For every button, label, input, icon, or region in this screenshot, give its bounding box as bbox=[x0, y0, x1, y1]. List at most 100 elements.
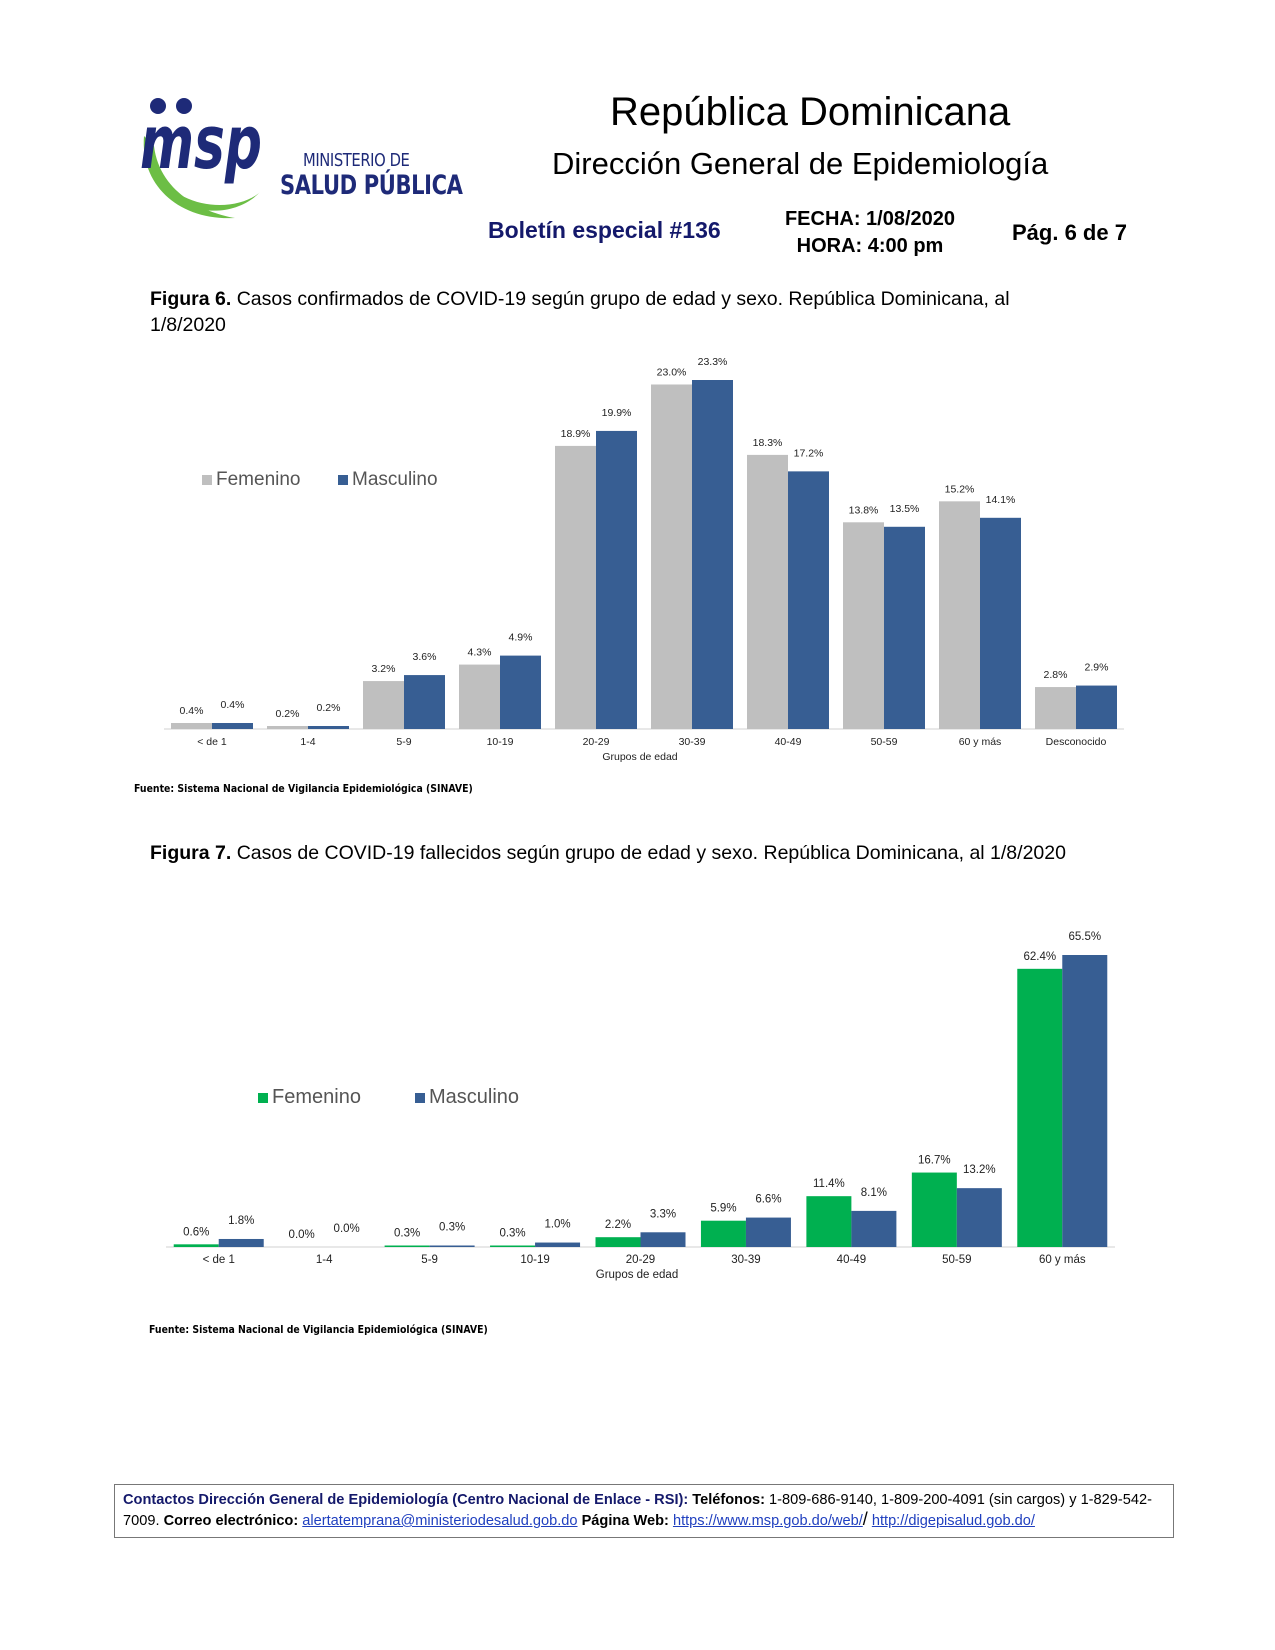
data-label: 2.9% bbox=[1085, 662, 1109, 674]
web-label: Página Web: bbox=[581, 1513, 669, 1529]
contacts-label: Contactos Dirección General de Epidemiol… bbox=[123, 1492, 689, 1508]
web-link-msp[interactable]: https://www.msp.gob.do/web/ bbox=[672, 1513, 863, 1529]
logo-text: msp bbox=[140, 100, 262, 186]
tick-label: < de 1 bbox=[197, 736, 227, 748]
x-axis-title: Grupos de edad bbox=[602, 751, 677, 763]
data-label: 0.0% bbox=[334, 1223, 360, 1235]
bar-masculino-5 bbox=[692, 380, 733, 729]
legend-label-masculino: Masculino bbox=[352, 469, 438, 490]
tick-label: 5-9 bbox=[396, 736, 411, 748]
data-label: 19.9% bbox=[602, 407, 632, 419]
web-link-digepisalud[interactable]: http://digepisalud.gob.do/ bbox=[871, 1513, 1035, 1529]
bar-femenino-0 bbox=[173, 1244, 219, 1247]
email-link[interactable]: alertatemprana@ministeriodesalud.gob.do bbox=[302, 1513, 578, 1529]
bar-masculino-9 bbox=[1076, 685, 1117, 729]
bar-femenino-6 bbox=[747, 454, 788, 729]
contacts-box: Contactos Dirección General de Epidemiol… bbox=[114, 1484, 1174, 1538]
figure7-label: Figura 7. bbox=[150, 842, 232, 864]
data-label: 23.3% bbox=[698, 356, 728, 368]
data-label: 4.3% bbox=[468, 647, 492, 659]
bar-masculino-7 bbox=[884, 526, 925, 729]
data-label: 0.3% bbox=[439, 1222, 465, 1234]
bar-femenino-3 bbox=[490, 1245, 536, 1247]
legend-swatch-masculino bbox=[338, 475, 348, 485]
bar-femenino-5 bbox=[700, 1220, 746, 1247]
tick-label: 30-39 bbox=[679, 736, 706, 748]
bar-femenino-3 bbox=[459, 664, 500, 729]
data-label: 3.3% bbox=[650, 1208, 676, 1220]
bar-masculino-3 bbox=[500, 655, 541, 729]
bar-masculino-6 bbox=[788, 471, 829, 729]
bar-masculino-8 bbox=[1062, 955, 1108, 1247]
bar-masculino-4 bbox=[640, 1232, 686, 1247]
legend-label-masculino: Masculino bbox=[429, 1086, 519, 1108]
figure6-label: Figura 6. bbox=[150, 288, 232, 310]
tick-label: 1-4 bbox=[316, 1254, 333, 1266]
bar-masculino-2 bbox=[404, 675, 445, 729]
page-subtitle: Dirección General de Epidemiología bbox=[552, 146, 1049, 181]
legend-label-femenino: Femenino bbox=[216, 469, 301, 490]
data-label: 1.8% bbox=[228, 1215, 254, 1227]
data-label: 16.7% bbox=[918, 1155, 951, 1167]
data-label: 18.3% bbox=[753, 437, 783, 449]
bar-femenino-0 bbox=[171, 723, 212, 729]
data-label: 0.2% bbox=[317, 702, 341, 714]
figure7-source: Fuente: Sistema Nacional de Vigilancia E… bbox=[149, 1323, 488, 1336]
tick-label: 60 y más bbox=[1039, 1254, 1086, 1266]
data-label: 0.4% bbox=[221, 699, 245, 711]
web-separator: / bbox=[862, 1509, 868, 1529]
bar-masculino-7 bbox=[956, 1188, 1002, 1247]
bar-femenino-8 bbox=[1017, 968, 1063, 1247]
email-label: Correo electrónico: bbox=[163, 1513, 299, 1529]
data-label: 13.2% bbox=[963, 1164, 996, 1176]
data-label: 1.0% bbox=[544, 1219, 570, 1231]
bar-femenino-2 bbox=[384, 1245, 430, 1247]
bar-masculino-4 bbox=[596, 430, 637, 729]
tick-label: 50-59 bbox=[942, 1254, 971, 1266]
legend-swatch-femenino bbox=[202, 475, 212, 485]
bar-masculino-8 bbox=[980, 517, 1021, 729]
figure6-source: Fuente: Sistema Nacional de Vigilancia E… bbox=[134, 782, 473, 795]
bar-femenino-2 bbox=[363, 681, 404, 729]
data-label: 3.6% bbox=[413, 651, 437, 663]
data-label: 62.4% bbox=[1023, 951, 1056, 963]
data-label: 15.2% bbox=[945, 483, 975, 495]
tick-label: Desconocido bbox=[1046, 736, 1107, 748]
bar-femenino-4 bbox=[595, 1237, 641, 1247]
tick-label: 10-19 bbox=[520, 1254, 549, 1266]
data-label: 17.2% bbox=[794, 447, 824, 459]
bar-femenino-4 bbox=[555, 445, 596, 729]
date-time: FECHA: 1/08/2020 HORA: 4:00 pm bbox=[770, 206, 970, 260]
data-label: 8.1% bbox=[861, 1187, 887, 1199]
legend-label-femenino: Femenino bbox=[272, 1086, 361, 1108]
legend-swatch-femenino bbox=[258, 1093, 268, 1103]
data-label: 14.1% bbox=[986, 494, 1016, 506]
tick-label: 20-29 bbox=[583, 736, 610, 748]
bar-masculino-1 bbox=[308, 726, 349, 729]
data-label: 0.0% bbox=[289, 1229, 315, 1241]
bar-femenino-8 bbox=[939, 501, 980, 729]
bar-masculino-3 bbox=[535, 1242, 581, 1247]
figure6-chart-svg: 0.4% 0.4% < de 1 0.2% 0.2% 1-4 3.2% 3.6% 5-9 4.3%… bbox=[164, 356, 1124, 763]
tick-label: 20-29 bbox=[626, 1254, 655, 1266]
logo-line-salud: SALUD PÚBLICA bbox=[280, 170, 463, 201]
data-label: 6.6% bbox=[755, 1194, 781, 1206]
figure7-caption: Figura 7. Casos de COVID-19 fallecidos s… bbox=[150, 840, 1080, 866]
bar-masculino-2 bbox=[429, 1245, 475, 1247]
data-label: 18.9% bbox=[561, 428, 591, 440]
date: FECHA: 1/08/2020 bbox=[784, 208, 956, 230]
tick-label: 60 y más bbox=[959, 736, 1002, 748]
page-number: Pág. 6 de 7 bbox=[1012, 220, 1127, 245]
tick-label: 40-49 bbox=[837, 1254, 866, 1266]
data-label: 11.4% bbox=[813, 1178, 845, 1190]
bar-femenino-7 bbox=[911, 1172, 957, 1247]
bar-femenino-6 bbox=[806, 1196, 852, 1247]
data-label: 3.2% bbox=[372, 663, 396, 675]
data-label: 2.8% bbox=[1044, 669, 1068, 681]
tick-label: 5-9 bbox=[421, 1254, 438, 1266]
bar-masculino-0 bbox=[218, 1238, 264, 1247]
tick-label: < de 1 bbox=[203, 1254, 235, 1266]
data-label: 0.3% bbox=[499, 1228, 525, 1240]
page-title: República Dominicana bbox=[610, 90, 1011, 134]
bar-masculino-5 bbox=[745, 1217, 791, 1247]
